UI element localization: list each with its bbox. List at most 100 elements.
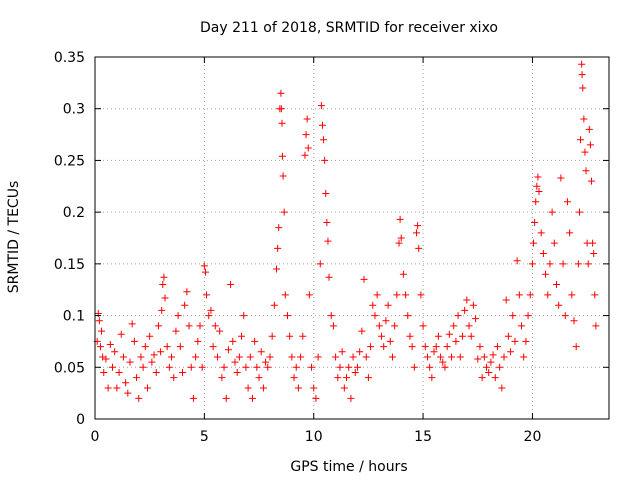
data-point [327,312,335,320]
data-point [441,363,449,371]
data-point [106,341,114,349]
data-point [531,218,539,226]
data-point [338,348,346,356]
data-point [465,322,473,330]
data-point [163,343,171,351]
data-point [349,353,357,361]
data-point [498,384,506,392]
data-point [559,260,567,268]
data-point [288,353,296,361]
data-point [286,332,294,340]
data-point [317,102,325,110]
x-tick-label: 5 [200,429,209,445]
data-point [218,374,226,382]
data-point [570,317,578,325]
data-point [448,353,456,361]
data-point [542,270,550,278]
data-point [566,229,574,237]
data-point [575,208,583,216]
data-point [340,384,348,392]
data-point [113,384,121,392]
data-point [476,343,484,351]
data-point [211,322,219,330]
data-point [393,291,401,299]
data-point [507,348,515,356]
data-point [117,330,125,338]
data-point [158,306,166,314]
data-point [130,337,138,345]
axis-ticks: 0 0.05 0.1 0.15 0.2 0.25 0.3 0.35 0 5 10 15 20 [54,50,609,445]
y-tick-label: 0.2 [63,205,85,221]
data-point [301,151,309,159]
data-point [367,343,375,351]
data-point [533,182,541,190]
data-point [270,301,278,309]
data-point [222,394,230,402]
data-point [581,148,589,156]
data-point [500,353,508,361]
data-point [362,353,370,361]
data-point [454,312,462,320]
data-point [143,384,151,392]
data-point [111,348,119,356]
data-point [203,291,211,299]
data-point [207,306,215,314]
y-tick-label: 0.1 [63,309,85,325]
data-point [150,351,158,359]
data-point [428,374,436,382]
data-point [391,322,399,330]
y-tick-label: 0.3 [63,102,85,118]
data-point [320,136,328,144]
data-point [557,174,565,182]
x-tick-label: 0 [91,429,100,445]
data-point [589,239,597,247]
data-point [244,384,252,392]
data-point [408,343,416,351]
data-point [515,291,523,299]
data-point [324,237,332,245]
data-point [445,330,453,338]
data-point [509,312,517,320]
x-axis-label: GPS time / hours [290,459,407,475]
x-tick-label: 20 [524,429,542,445]
data-point [329,322,337,330]
data-point [251,337,259,345]
data-point [520,353,528,361]
data-point [96,343,104,351]
data-point [314,353,322,361]
data-point [242,363,250,371]
data-point [198,363,206,371]
data-point [246,353,254,361]
data-point [332,353,340,361]
data-point [535,187,543,195]
data-point [183,288,191,296]
x-tick-label: 10 [305,429,323,445]
data-point [128,320,136,328]
data-point [347,394,355,402]
data-point [524,312,532,320]
data-point [124,389,132,397]
data-point [170,374,178,382]
data-point [126,358,134,366]
data-point [463,296,471,304]
data-point [386,337,394,345]
data-point [502,296,510,304]
data-point [292,363,300,371]
data-point [268,332,276,340]
data-point [157,348,165,356]
data-point [176,343,184,351]
data-point [360,275,368,283]
data-point [240,312,248,320]
data-points [93,60,600,402]
data-point [399,270,407,278]
data-point [318,121,326,129]
data-point [323,218,331,226]
data-point [220,363,228,371]
data-point [375,322,383,330]
data-point [308,363,316,371]
data-point [504,332,512,340]
data-point [450,322,458,330]
data-point [290,374,298,382]
data-point [356,348,364,356]
data-point [579,84,587,92]
